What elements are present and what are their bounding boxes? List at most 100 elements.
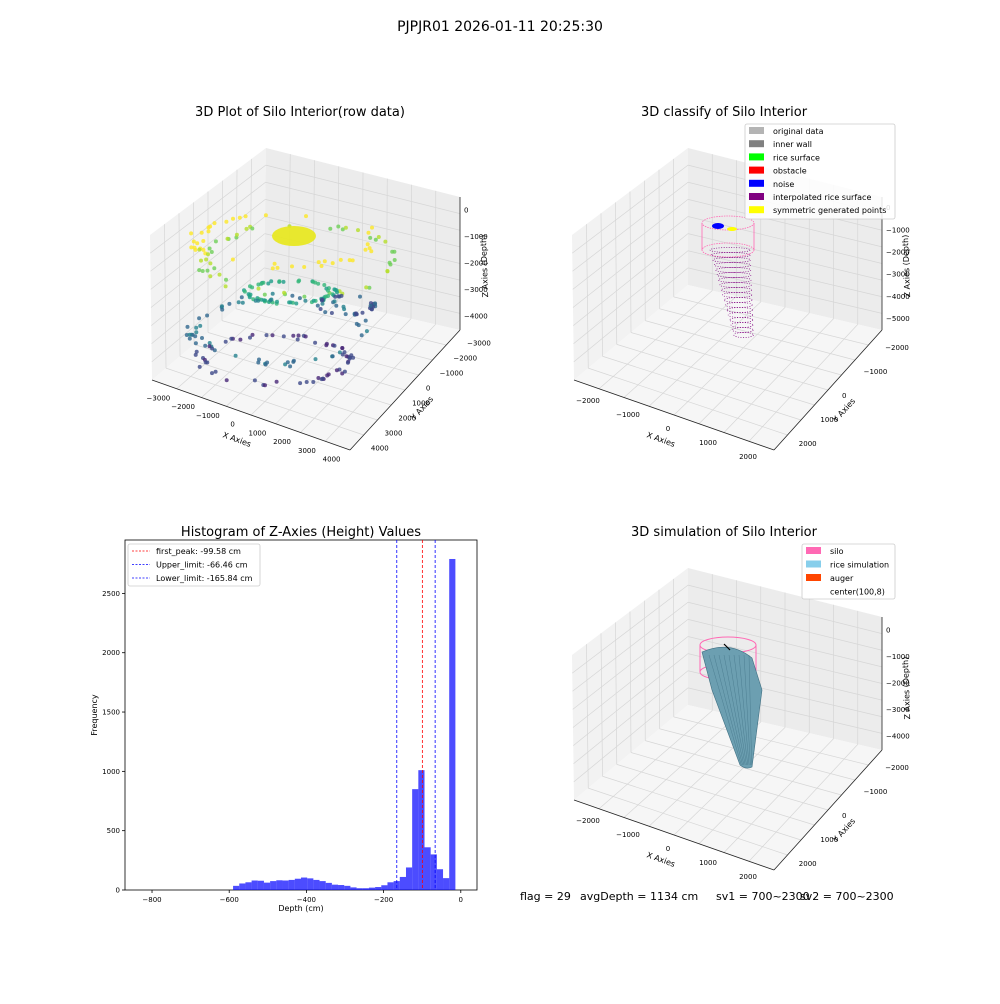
raw-x-tick-label: 4000 xyxy=(323,456,341,464)
raw-point xyxy=(206,269,210,273)
raw-point xyxy=(256,299,260,303)
raw-point xyxy=(271,266,275,270)
raw-point xyxy=(264,213,268,217)
raw-point xyxy=(335,288,339,292)
raw-point xyxy=(201,239,205,243)
raw-point xyxy=(205,314,209,318)
sim-z-tick-label: −4000 xyxy=(886,733,910,741)
classify-legend-swatch xyxy=(749,180,764,187)
hist-bar xyxy=(425,847,431,890)
raw-point xyxy=(225,378,229,382)
raw-point xyxy=(234,354,238,358)
raw-point xyxy=(271,292,275,296)
raw-point xyxy=(204,360,208,364)
raw-point xyxy=(351,356,355,360)
panel-raw-title: 3D Plot of Silo Interior(row data) xyxy=(195,105,405,120)
hist-legend-label: first_peak: -99.58 cm xyxy=(156,547,241,556)
raw-point xyxy=(392,250,396,254)
raw-point xyxy=(322,283,326,287)
sim-x-tick-label: 1000 xyxy=(699,859,717,867)
raw-point xyxy=(240,295,244,299)
raw-point xyxy=(197,248,201,252)
raw-point xyxy=(305,380,309,384)
raw-point xyxy=(282,334,286,338)
raw-point xyxy=(364,319,368,323)
status-flag: flag = 29 xyxy=(520,890,571,903)
sim-x-tick-label: −2000 xyxy=(576,817,600,825)
raw-point xyxy=(263,293,267,297)
raw-point xyxy=(334,304,338,308)
raw-point xyxy=(320,264,324,268)
raw-point xyxy=(304,214,308,218)
classify-legend-label: rice surface xyxy=(773,153,820,162)
raw-y-tick-label: 0 xyxy=(426,385,430,393)
raw-point xyxy=(194,326,198,330)
raw-y-tick-label: 3000 xyxy=(385,430,403,438)
status-line: flag = 29 avgDepth = 1134 cm sv1 = 700~2… xyxy=(520,890,894,903)
raw-point xyxy=(212,266,216,270)
raw-point xyxy=(206,252,210,256)
raw-point xyxy=(282,291,286,295)
raw-point xyxy=(302,265,306,269)
hist-bar xyxy=(301,878,307,890)
raw-point xyxy=(192,240,196,244)
classify-noise-cluster xyxy=(712,223,724,229)
raw-x-tick-label: 2000 xyxy=(273,438,291,446)
classify-legend-swatch xyxy=(749,127,764,134)
panel-histogram: Histogram of Z-Axies (Height) Values −80… xyxy=(90,525,477,913)
raw-y-tick-label: −3000 xyxy=(467,340,491,348)
raw-point xyxy=(194,330,198,334)
raw-point xyxy=(358,295,362,299)
hist-bar xyxy=(320,881,326,890)
raw-point xyxy=(220,308,224,312)
raw-point xyxy=(253,378,257,382)
hist-bar xyxy=(449,559,455,890)
raw-point xyxy=(296,338,300,342)
raw-point xyxy=(204,258,208,262)
raw-point xyxy=(282,280,286,284)
raw-point xyxy=(337,294,341,298)
raw-x-tick-label: −1000 xyxy=(196,412,220,420)
raw-point xyxy=(199,259,203,263)
raw-point xyxy=(369,304,373,308)
raw-point xyxy=(200,336,204,340)
raw-point xyxy=(207,226,211,230)
raw-z-tick-label: −4000 xyxy=(464,313,488,321)
hist-bar xyxy=(387,882,393,890)
raw-point xyxy=(238,216,242,220)
raw-point xyxy=(241,301,245,305)
raw-point xyxy=(304,335,308,339)
raw-point xyxy=(224,284,228,288)
hist-bar xyxy=(381,885,387,890)
raw-x-tick-label: 1000 xyxy=(248,429,266,437)
raw-point xyxy=(344,226,348,230)
sim-legend-label: center(100,8) xyxy=(830,588,885,597)
hist-bar xyxy=(344,886,350,890)
raw-point xyxy=(224,278,228,282)
hist-bar xyxy=(295,879,301,890)
status-sv2: sv2 = 700~2300 xyxy=(800,890,894,903)
hist-legend-label: Lower_limit: -165.84 cm xyxy=(156,574,253,583)
raw-point xyxy=(313,281,317,285)
classify-z-tick-label: −5000 xyxy=(886,315,910,323)
hist-x-axis-label: Depth (cm) xyxy=(278,904,323,913)
classify-legend-frame xyxy=(745,124,895,219)
hist-bar xyxy=(276,880,282,890)
raw-y-tick-label: 4000 xyxy=(371,445,389,453)
status-sv1: sv1 = 700~2300 xyxy=(716,890,810,903)
raw-point xyxy=(312,299,316,303)
sim-legend-label: silo xyxy=(830,547,844,556)
classify-y-tick-label: 2000 xyxy=(799,440,817,448)
raw-point xyxy=(256,361,260,365)
raw-point xyxy=(321,302,325,306)
hist-bar xyxy=(437,869,443,890)
raw-point xyxy=(351,258,355,262)
raw-point xyxy=(259,282,263,286)
hist-x-tick-label: −200 xyxy=(374,896,393,904)
raw-point xyxy=(210,371,214,375)
raw-point xyxy=(195,350,199,354)
raw-point xyxy=(364,248,368,252)
sim-x-axis-label: X Axies xyxy=(645,850,676,869)
hist-bar xyxy=(270,881,276,890)
